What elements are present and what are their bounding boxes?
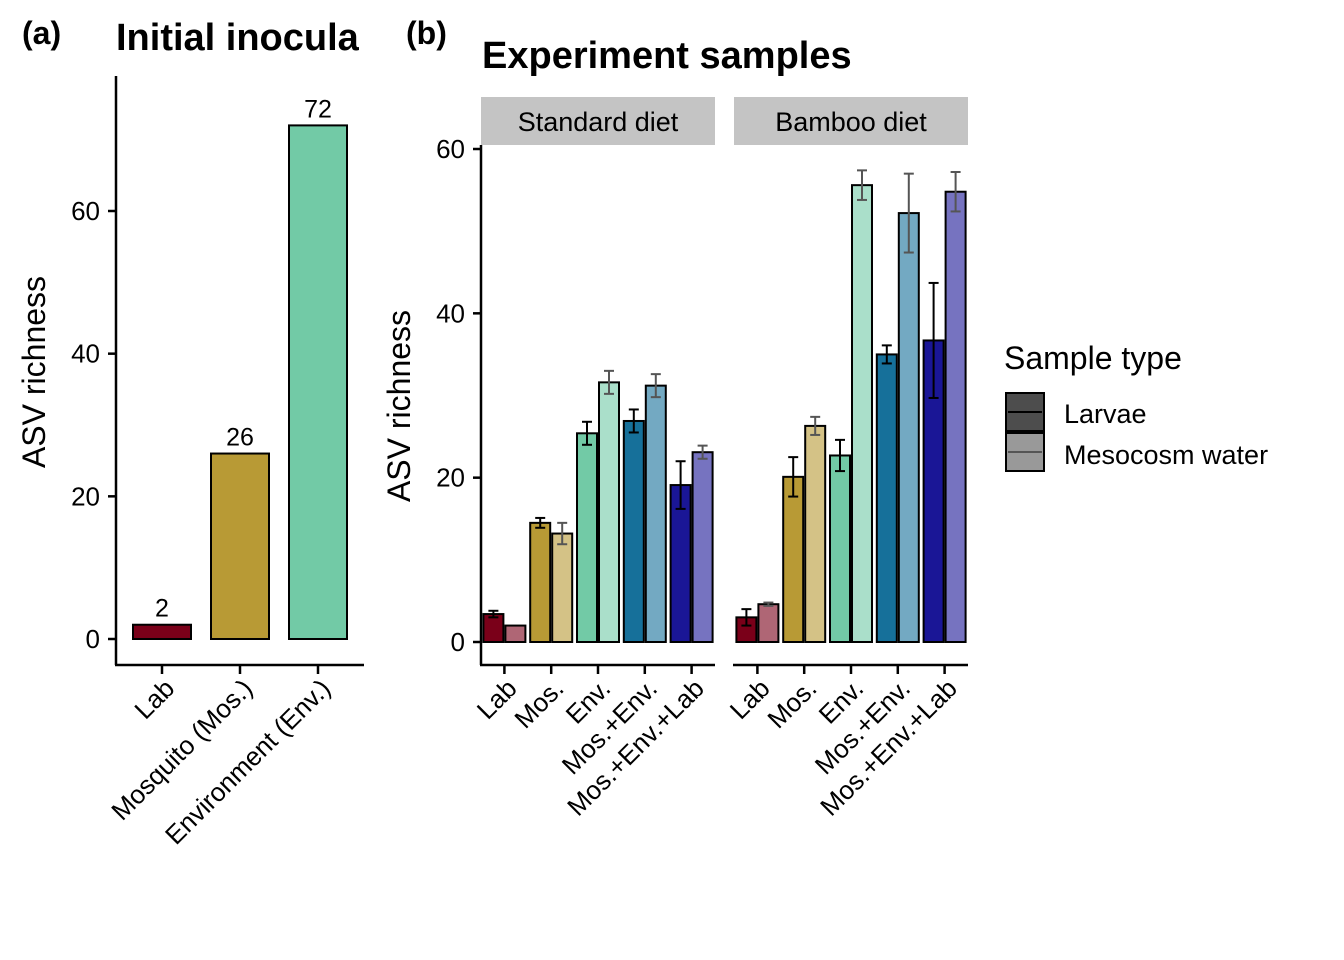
x-tick-label-lab: Lab (128, 673, 180, 725)
panel-a: (a) Initial inocula ASV richness 0 20 40 60… (16, 15, 364, 850)
panel-b: (b) Experiment samples ASV richness 0 20 4… (381, 15, 968, 822)
x-tick-label-mos: Mos. (761, 673, 822, 734)
bar-mos-env-larvae (622, 419, 645, 644)
facet-bamboo-diet: Bamboo dietLabMos.Env.Mos.+Env.Mos.+Env.… (724, 97, 968, 822)
y-tick-label: 60 (436, 134, 465, 164)
bar-env-larvae (576, 432, 598, 643)
x-tick-label-mosquito-mos: Mosquito (Mos.) (105, 673, 258, 826)
x-tick-label-mos: Mos. (508, 673, 569, 734)
bar-lab (132, 623, 192, 641)
y-tick-label: 20 (71, 481, 100, 511)
bar-mos-mesocosm-water (804, 424, 827, 643)
legend-item-larvae: Larvae (1005, 392, 1147, 432)
bar-mos-env-larvae (875, 353, 898, 643)
bar-env-larvae (829, 454, 851, 643)
panel-b-title: Experiment samples (482, 35, 852, 77)
panel-a-y-ticks: 0 20 40 60 (71, 196, 116, 654)
data-label-mosquito-mos: 26 (226, 424, 254, 452)
facet-strip (734, 97, 968, 145)
bar-mos-env-mesocosm-water (897, 212, 920, 643)
panel-b-facets: Standard dietLabMos.Env.Mos.+Env.Mos.+En… (471, 97, 968, 822)
bar-lab-mesocosm-water (504, 624, 527, 643)
bar-mos-larvae (529, 521, 552, 644)
panel-b-y-ticks: 0 20 40 60 (436, 134, 481, 657)
facet-strip (481, 97, 715, 145)
y-tick-label: 40 (436, 298, 465, 328)
bar-mosquito-mos (210, 452, 270, 640)
bar-mos-larvae (782, 475, 805, 643)
legend: Sample type Larvae Mesocosm water (1004, 340, 1268, 472)
legend-title: Sample type (1004, 340, 1182, 376)
panel-a-bars: 2 26 72 (132, 95, 348, 641)
y-tick-label: 0 (86, 624, 100, 654)
bar-env-mesocosm-water (851, 184, 873, 644)
data-label-lab: 2 (155, 595, 169, 623)
y-tick-label: 0 (451, 627, 465, 657)
bar-mos-mesocosm-water (551, 532, 574, 643)
panel-a-tag: (a) (22, 15, 61, 51)
bar-mos-env-mesocosm-water (644, 384, 667, 643)
facet-strip-label: Bamboo diet (775, 107, 927, 137)
y-tick-label: 40 (71, 339, 100, 369)
bar-environment-env (288, 124, 348, 640)
bar-lab-mesocosm-water (757, 603, 780, 643)
panel-b-tag: (b) (406, 15, 447, 51)
y-tick-label: 20 (436, 463, 465, 493)
panel-a-title: Initial inocula (116, 17, 360, 59)
panel-a-y-axis-title: ASV richness (16, 276, 52, 468)
bar-mos-env-lab-mesocosm-water (944, 190, 967, 644)
bar-mos-env-lab-mesocosm-water (691, 451, 714, 643)
y-tick-label: 60 (71, 196, 100, 226)
data-label-environment-env: 72 (304, 95, 332, 123)
panel-b-y-axis-title: ASV richness (381, 310, 417, 502)
bar-env-mesocosm-water (598, 381, 620, 643)
legend-label-larvae: Larvae (1064, 399, 1147, 429)
facet-standard-diet: Standard dietLabMos.Env.Mos.+Env.Mos.+En… (471, 97, 715, 822)
legend-item-mesocosm-water: Mesocosm water (1005, 432, 1268, 472)
facet-strip-label: Standard diet (518, 107, 679, 137)
legend-label-mesocosm-water: Mesocosm water (1064, 440, 1268, 470)
